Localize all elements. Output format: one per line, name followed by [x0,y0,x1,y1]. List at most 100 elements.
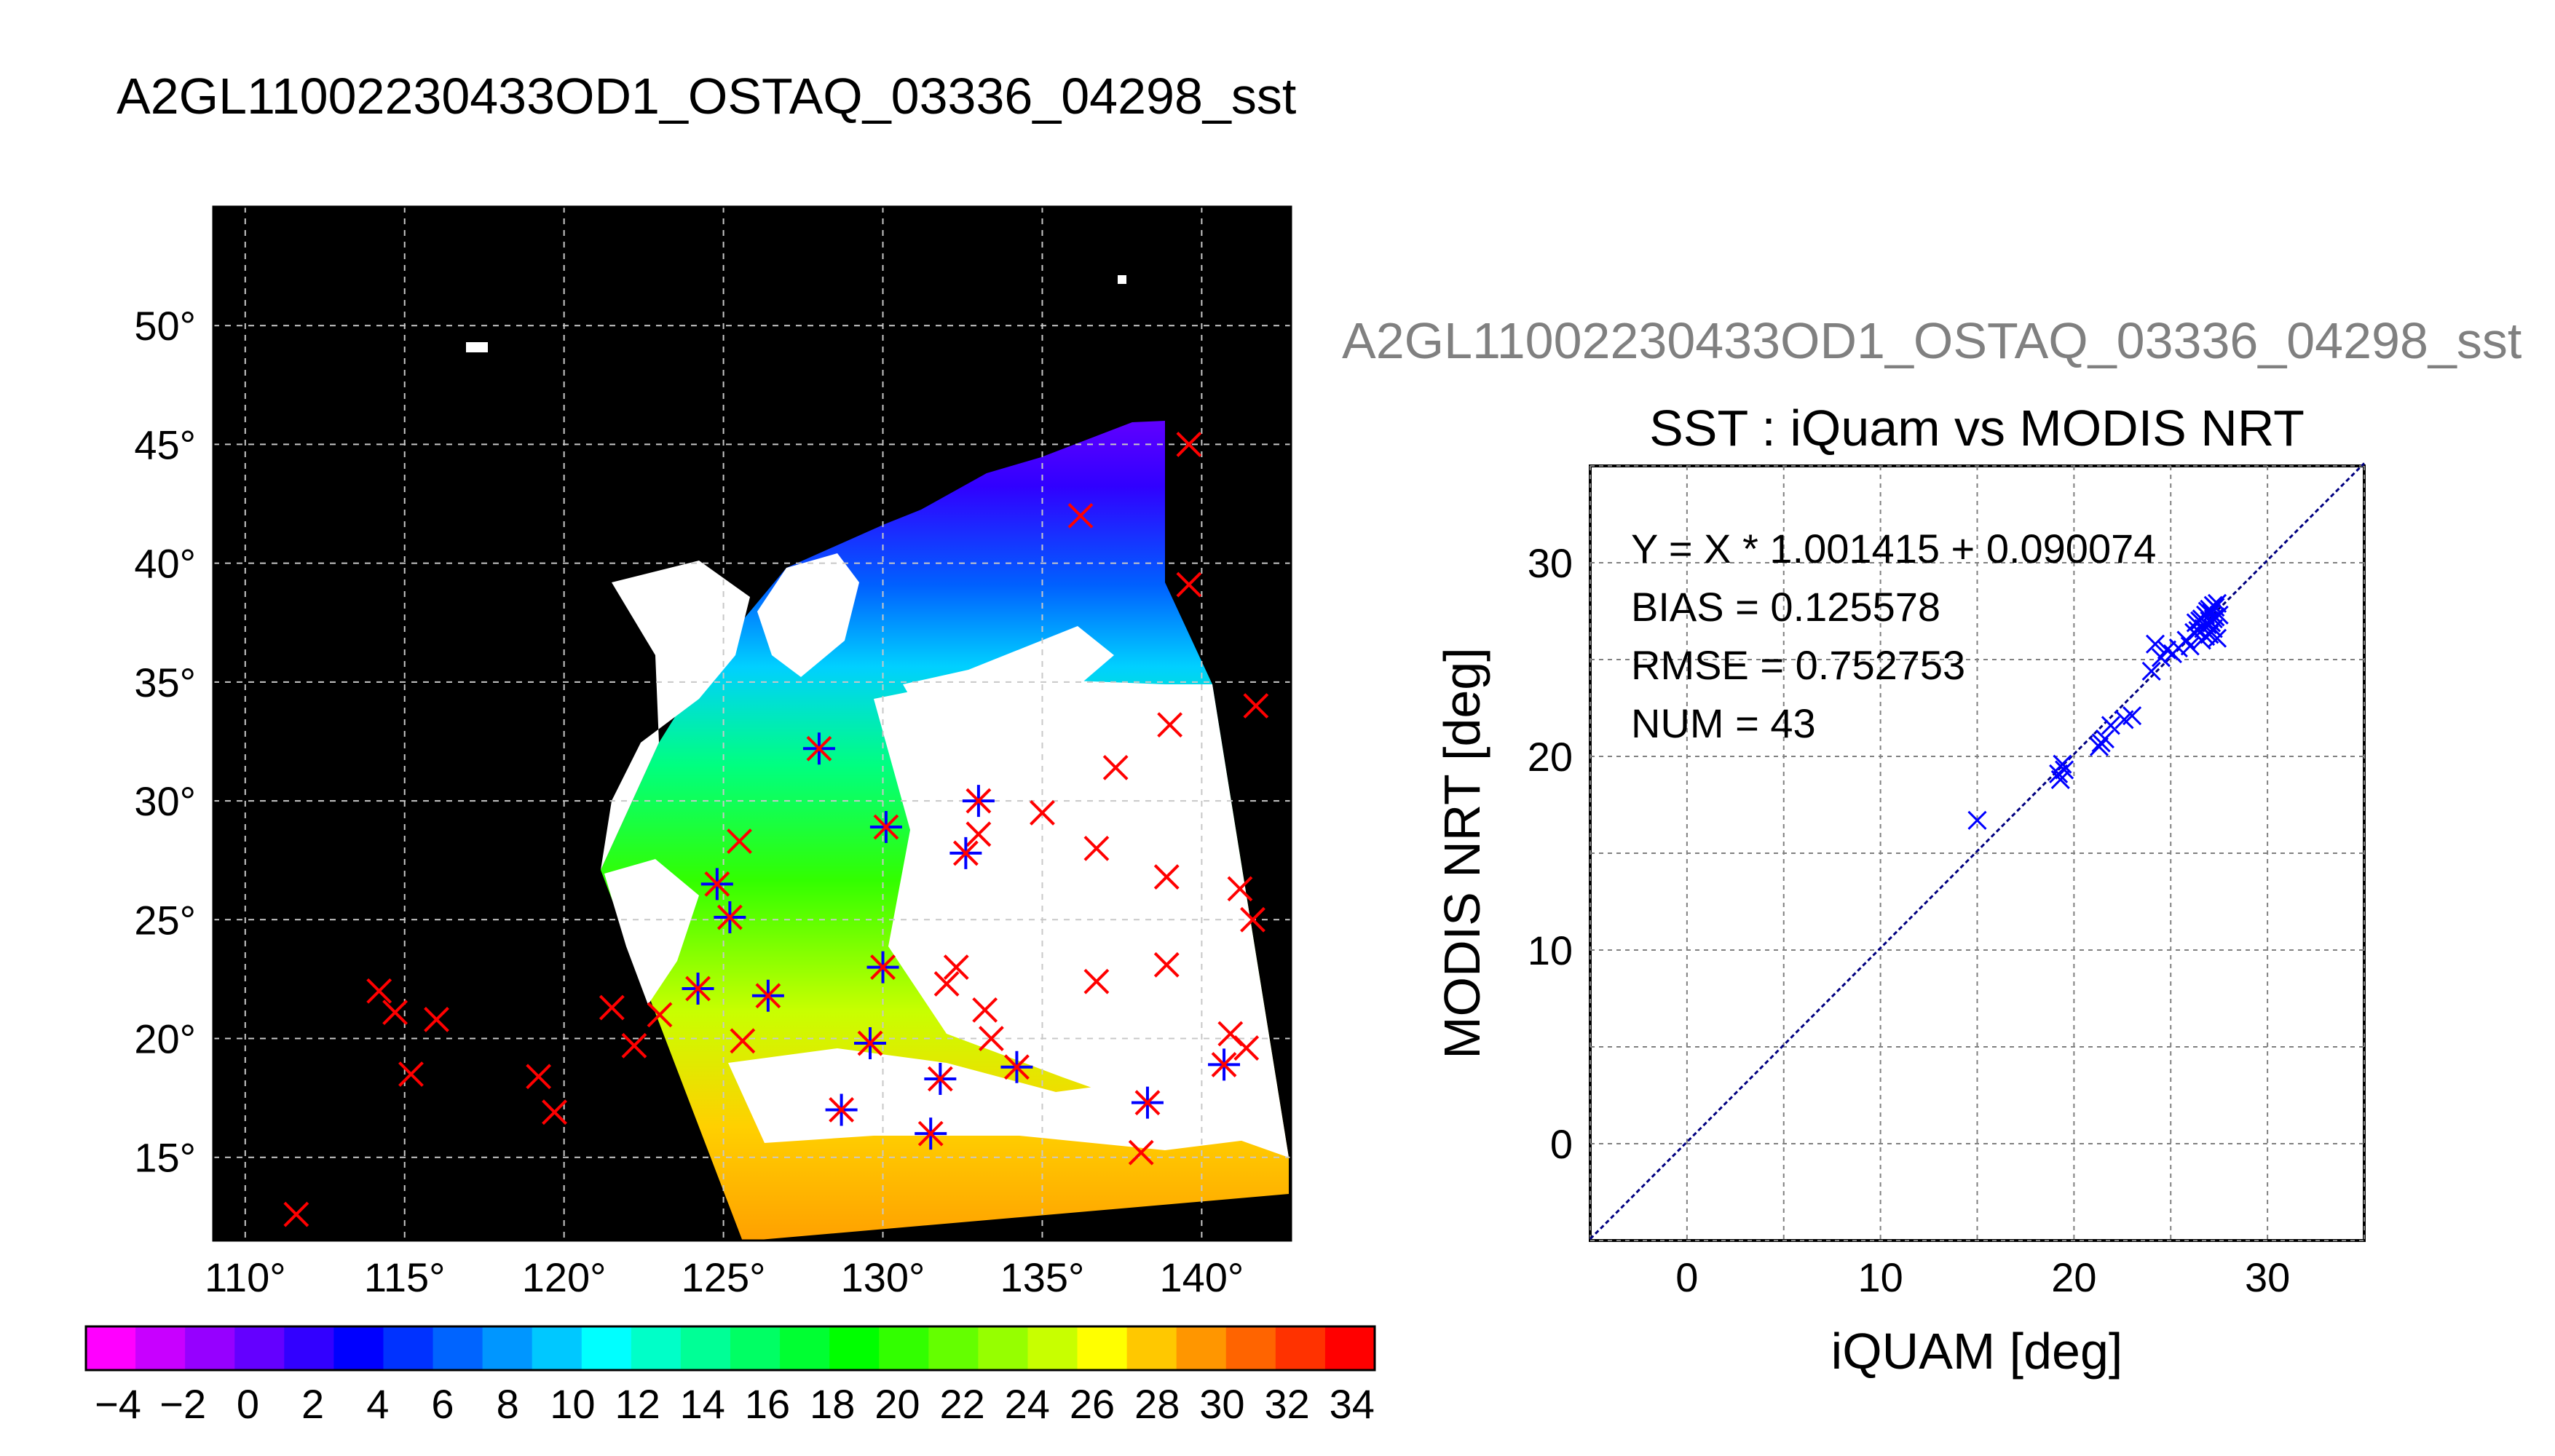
scatter-point [2168,638,2188,658]
x-axis-label: iQUAM [deg] [1831,1323,2123,1380]
map-lon-tick-label: 125° [682,1254,766,1300]
map-marker-red [647,1002,673,1028]
map-marker-red [1102,754,1129,780]
scatter-point [2151,648,2171,668]
scatter-point [2122,706,2142,726]
map-marker-star [1131,1086,1164,1119]
colorbar-label: 4 [366,1381,389,1427]
map-marker-star [854,1027,887,1060]
colorbar-frame [84,1325,1376,1372]
map-lat-tick-label: 35° [134,660,196,705]
map-marker-star [924,1063,957,1096]
colorbar-label: 12 [615,1381,660,1427]
map-lat-tick-label: 40° [134,541,196,587]
map-marker-red [965,821,992,847]
scatter-y-tick-label: 20 [1528,734,1573,780]
map-lon-tick-label: 120° [522,1254,607,1300]
land-japan [903,626,1114,735]
map-marker-red [1083,968,1110,994]
colorbar-label: 24 [1005,1381,1050,1427]
colorbar-swatch [829,1326,880,1370]
colorbar-label: 16 [745,1381,790,1427]
colorbar-swatch [1275,1326,1326,1370]
scatter-x-tick-label: 30 [2245,1254,2290,1300]
colorbar-swatch [234,1326,285,1370]
map-marker-red [1153,864,1180,890]
map-lon-tick-label: 140° [1159,1254,1244,1300]
scatter-point [2207,593,2227,613]
map-marker-star [962,785,995,818]
colorbar-swatch [1176,1326,1227,1370]
map-marker-red [933,971,960,997]
map-marker-red [621,1032,647,1059]
colorbar-swatch [333,1326,384,1370]
land-fragment [466,342,488,352]
colorbar-swatch [1324,1326,1375,1370]
colorbar-label: 32 [1264,1381,1309,1427]
map-lon-tick-label: 115° [364,1254,446,1300]
land-china-coast [601,561,750,870]
map-marker-red [1030,799,1055,826]
map-lon-tick-label: 110° [205,1254,286,1300]
scatter-stat-line: Y = X * 1.001415 + 0.090074 [1631,526,2156,571]
map-lon-tick-label: 130° [841,1254,925,1300]
map-marker-red [978,1026,1004,1051]
scatter-point [2089,737,2109,756]
map-marker-red [1153,951,1180,978]
scatter-point [2180,636,2200,656]
colorbar-label: 20 [874,1381,920,1427]
scatter-point [2200,625,2219,644]
scatter-y-tick-label: 10 [1528,927,1573,973]
map-lat-tick-label: 45° [134,422,196,467]
colorbar-label: 18 [810,1381,855,1427]
map-marker-star [915,1117,947,1150]
map-marker-star [869,811,902,843]
map-marker-star [949,836,982,869]
colorbar-swatch [1126,1326,1177,1370]
colorbar-swatch [780,1326,830,1370]
colorbar-swatch [284,1326,334,1370]
map-marker-red [1233,1035,1260,1061]
colorbar-label: 26 [1070,1381,1115,1427]
cloud-west [604,859,699,1005]
colorbar-label: 22 [939,1381,984,1427]
map-marker-red [972,997,998,1023]
scatter-point [2091,733,2111,753]
scatter-point [2055,760,2074,780]
scatter-point [2050,769,2070,789]
colorbar-label: 10 [550,1381,595,1427]
map-marker-star [866,951,899,984]
main-title: A2GL11002230433OD1_OSTAQ_03336_04298_sst [117,68,1297,124]
map-marker-red [526,1064,552,1090]
map-marker-red [1176,571,1202,598]
fit-line [1589,462,2366,1240]
map-marker-star [802,732,835,765]
map-marker-red [424,1006,449,1032]
colorbar-swatch [928,1326,979,1370]
scatter-stat-line: RMSE = 0.752753 [1631,642,1965,688]
colorbar-label: 30 [1199,1381,1244,1427]
map-marker-red [366,978,392,1004]
colorbar-label: 28 [1134,1381,1180,1427]
map-marker-star [700,868,733,901]
scatter-point [2101,716,2120,735]
map-marker-red [283,1201,309,1227]
colorbar-swatch [433,1326,483,1370]
scatter-title: SST : iQuam vs MODIS NRT [1649,400,2305,456]
colorbar-swatch [86,1326,136,1370]
colorbar-label: −2 [159,1381,206,1427]
map-marker-star [1000,1051,1033,1083]
scatter-point [2192,630,2211,650]
colorbar-swatch [482,1326,533,1370]
map-marker-star [825,1093,858,1126]
scatter-point [2145,634,2165,654]
land-fragment [1118,275,1126,284]
map-marker-red [727,828,752,855]
scatter-point [2157,640,2176,660]
map-marker-red [1083,835,1110,861]
map-lat-tick-label: 15° [134,1135,196,1181]
scatter-point [2209,605,2229,625]
scatter-x-tick-label: 20 [2051,1254,2096,1300]
